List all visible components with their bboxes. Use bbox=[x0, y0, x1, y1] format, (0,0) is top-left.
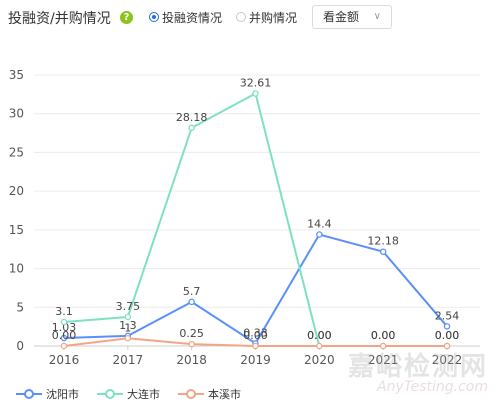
y-tick-label: 15 bbox=[9, 223, 24, 237]
x-tick-label: 2019 bbox=[240, 353, 271, 367]
data-point bbox=[316, 342, 323, 350]
data-label: 12.18 bbox=[367, 235, 399, 248]
data-label: 0.00 bbox=[435, 329, 460, 342]
data-point bbox=[124, 335, 132, 342]
data-point bbox=[443, 323, 451, 330]
data-label: 0.00 bbox=[371, 329, 396, 342]
legend-label: 本溪市 bbox=[208, 388, 241, 401]
data-label: 1 bbox=[124, 321, 131, 334]
data-point bbox=[124, 313, 132, 321]
data-label: 0.00 bbox=[307, 329, 332, 342]
data-label: 0.25 bbox=[179, 327, 204, 340]
data-point bbox=[316, 231, 323, 238]
watermark-url: AnyTesting.com bbox=[377, 379, 488, 395]
chart-header: 投融资/并购情况 ? 投融资情况 并购情况 看金额 ∨ bbox=[0, 0, 500, 36]
y-tick-label: 10 bbox=[9, 262, 24, 276]
data-label: 28.18 bbox=[176, 111, 208, 124]
y-tick-label: 35 bbox=[9, 68, 24, 82]
page-title: 投融资/并购情况 bbox=[8, 11, 111, 27]
radio-investment[interactable]: 投融资情况 bbox=[149, 9, 222, 25]
radio-merger[interactable]: 并购情况 bbox=[236, 9, 297, 25]
data-point bbox=[379, 248, 387, 255]
data-point bbox=[188, 340, 195, 348]
data-label: 0.00 bbox=[371, 329, 396, 342]
data-point bbox=[60, 342, 68, 350]
radio-checked-icon bbox=[149, 12, 159, 22]
data-label: 1.03 bbox=[52, 321, 77, 334]
y-tick-label: 0 bbox=[16, 339, 24, 353]
data-point bbox=[252, 342, 259, 350]
data-label: 2.54 bbox=[435, 309, 460, 322]
radio-unchecked-icon bbox=[236, 12, 246, 22]
data-point bbox=[188, 298, 195, 306]
legend-marker-icon bbox=[178, 389, 204, 399]
data-label: 0.00 bbox=[307, 329, 332, 342]
legend-item[interactable]: 本溪市 bbox=[178, 386, 241, 402]
y-tick-label: 25 bbox=[9, 145, 24, 159]
data-point bbox=[60, 318, 68, 326]
data-label: 3.75 bbox=[116, 300, 141, 313]
y-tick-label: 5 bbox=[16, 300, 24, 314]
data-point bbox=[443, 342, 451, 350]
y-tick-label: 30 bbox=[9, 107, 24, 121]
legend-label: 沈阳市 bbox=[46, 388, 79, 401]
metric-select-value: 看金额 bbox=[323, 10, 360, 24]
watermark-text: 嘉峪检测网 bbox=[347, 352, 488, 382]
x-tick-label: 2022 bbox=[432, 353, 463, 367]
x-tick-label: 2016 bbox=[49, 353, 80, 367]
legend-label: 大连市 bbox=[127, 388, 160, 401]
chart-legend: 沈阳市 大连市 本溪市 bbox=[16, 386, 241, 402]
data-label: 0.00 bbox=[435, 329, 460, 342]
x-tick-label: 2021 bbox=[368, 353, 399, 367]
data-label: 5.7 bbox=[183, 285, 201, 298]
radio-investment-label: 投融资情况 bbox=[162, 10, 223, 25]
x-tick-label: 2020 bbox=[304, 353, 335, 367]
data-label: 1.3 bbox=[119, 319, 137, 332]
legend-item[interactable]: 大连市 bbox=[97, 386, 160, 402]
x-tick-label: 2017 bbox=[113, 353, 144, 367]
legend-item[interactable]: 沈阳市 bbox=[16, 386, 79, 402]
data-label: 0.00 bbox=[52, 329, 77, 342]
watermark: 嘉峪检测网 AnyTesting.com bbox=[348, 346, 488, 395]
data-point bbox=[379, 342, 387, 350]
x-tick-label: 2018 bbox=[176, 353, 207, 367]
y-tick-label: 20 bbox=[9, 184, 24, 198]
data-label: 0.00 bbox=[243, 329, 268, 342]
legend-marker-icon bbox=[16, 389, 42, 399]
line-chart: 0 5 10 15 20 25 30 35 2016 2017 2018 2019 2020 2021 20… bbox=[9, 68, 480, 367]
data-label: 32.61 bbox=[240, 77, 272, 90]
radio-merger-label: 并购情况 bbox=[249, 10, 298, 25]
data-point bbox=[60, 334, 68, 342]
metric-select[interactable]: 看金额 ∨ bbox=[312, 5, 392, 29]
legend-marker-icon bbox=[97, 389, 123, 399]
data-label: 14.4 bbox=[307, 218, 332, 231]
chevron-down-icon: ∨ bbox=[373, 11, 381, 22]
data-label: 3.1 bbox=[55, 305, 73, 318]
help-icon[interactable]: ? bbox=[120, 11, 133, 24]
data-point bbox=[188, 124, 195, 132]
data-label: 0.33 bbox=[243, 326, 268, 339]
data-point bbox=[252, 90, 259, 97]
